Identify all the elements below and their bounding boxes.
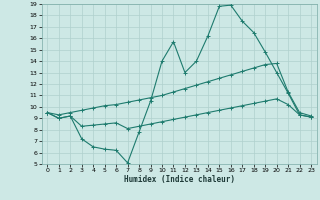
X-axis label: Humidex (Indice chaleur): Humidex (Indice chaleur) bbox=[124, 175, 235, 184]
